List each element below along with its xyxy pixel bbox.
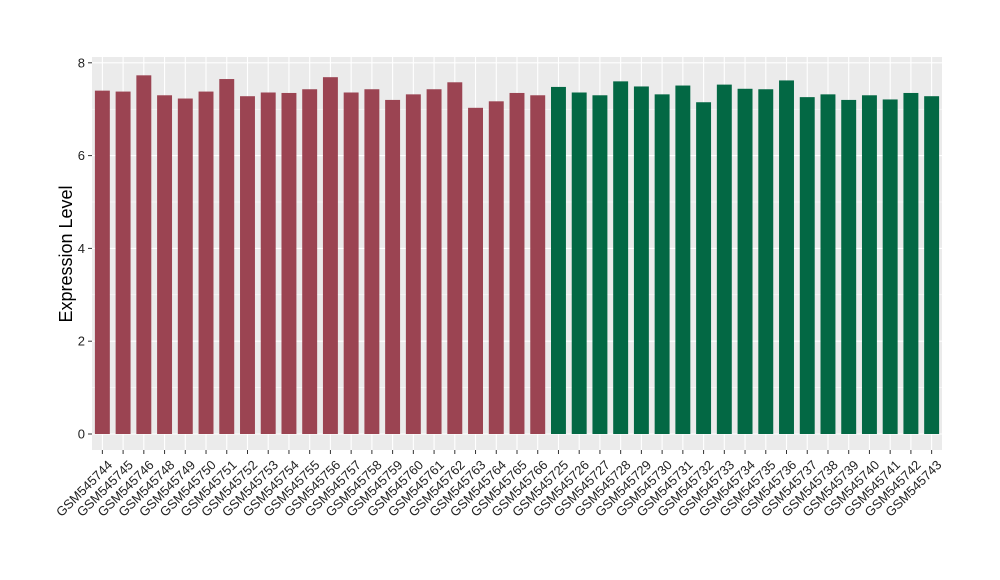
bar-GSM545740 xyxy=(861,95,877,434)
bar-GSM545737 xyxy=(799,97,815,435)
bar-GSM545749 xyxy=(177,98,193,434)
bar-GSM545731 xyxy=(675,85,691,434)
bar-GSM545728 xyxy=(613,81,629,435)
bar-GSM545753 xyxy=(260,92,276,434)
bar-GSM545765 xyxy=(509,92,525,435)
bar-GSM545756 xyxy=(322,77,338,435)
bars xyxy=(94,75,940,435)
bar-GSM545744 xyxy=(94,90,110,434)
bar-GSM545738 xyxy=(820,94,836,435)
y-tick-label: 0 xyxy=(78,427,85,442)
bar-GSM545757 xyxy=(343,92,359,434)
y-tick-label: 8 xyxy=(78,55,85,70)
bar-GSM545755 xyxy=(302,89,318,435)
bar-GSM545759 xyxy=(385,99,401,435)
y-axis: 0 2 4 6 8 xyxy=(78,55,92,442)
y-axis-title: Expression Level xyxy=(56,185,76,322)
bar-GSM545761 xyxy=(426,89,442,435)
bar-GSM545754 xyxy=(281,92,297,435)
bar-GSM545732 xyxy=(696,102,712,435)
bar-GSM545726 xyxy=(571,92,587,434)
bar-GSM545735 xyxy=(758,89,774,435)
y-tick-label: 2 xyxy=(78,334,85,349)
bar-GSM545762 xyxy=(447,82,463,435)
bar-GSM545743 xyxy=(924,96,940,434)
bar-GSM545751 xyxy=(219,79,235,434)
bar-GSM545727 xyxy=(592,95,608,434)
y-tick-label: 4 xyxy=(78,241,85,256)
bar-GSM545742 xyxy=(903,92,919,435)
bar-GSM545766 xyxy=(530,95,546,434)
bar-GSM545739 xyxy=(841,99,857,435)
bar-GSM545745 xyxy=(115,91,131,435)
bar-GSM545741 xyxy=(882,99,898,435)
bar-GSM545725 xyxy=(551,86,566,434)
x-axis: GSM545744GSM545745GSM545746GSM545748GSM5… xyxy=(53,450,945,520)
bar-GSM545729 xyxy=(633,86,649,435)
bar-GSM545730 xyxy=(654,94,670,435)
bar-GSM545752 xyxy=(240,96,255,434)
bar-GSM545746 xyxy=(136,75,152,434)
y-tick-label: 6 xyxy=(78,148,85,163)
bar-GSM545736 xyxy=(779,80,794,434)
bar-GSM545764 xyxy=(488,101,504,434)
bar-GSM545750 xyxy=(198,91,214,435)
bar-GSM545748 xyxy=(157,95,173,434)
bar-GSM545734 xyxy=(737,88,753,434)
bar-GSM545763 xyxy=(468,107,483,435)
bar-GSM545760 xyxy=(405,94,421,435)
bar-GSM545758 xyxy=(364,89,380,435)
bar-GSM545733 xyxy=(716,84,732,434)
